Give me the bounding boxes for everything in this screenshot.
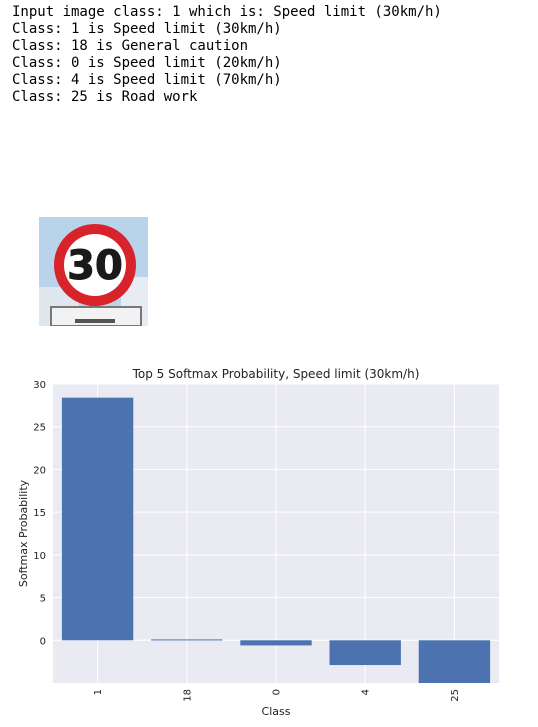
x-tick-label-1: 1 <box>93 689 104 695</box>
bar-class-4 <box>329 640 401 666</box>
console-line-prediction-1: Class: 1 is Speed limit (30km/h) <box>12 21 282 37</box>
console-line-prediction-3: Class: 0 is Speed limit (20km/h) <box>12 55 282 71</box>
console-line-prediction-5: Class: 25 is Road work <box>12 89 198 105</box>
sign-plate-text <box>75 319 115 323</box>
y-tick-label-15: 15 <box>33 508 46 519</box>
y-axis-label: Softmax Probability <box>17 479 30 587</box>
x-tick-label-25: 25 <box>450 689 461 702</box>
x-tick-label-4: 4 <box>361 689 372 695</box>
sign-speed-number: 30 <box>67 243 123 289</box>
console-line-input-class: Input image class: 1 which is: Speed lim… <box>12 4 442 20</box>
x-tick-label-0: 0 <box>272 689 283 695</box>
chart-title: Top 5 Softmax Probability, Speed limit (… <box>132 367 420 381</box>
bar-class-25 <box>418 640 491 683</box>
y-tick-labels: 0 5 10 15 20 25 30 <box>33 380 46 647</box>
bars-group <box>61 397 491 683</box>
input-sign-image: 30 <box>39 217 148 326</box>
y-tick-label-10: 10 <box>33 551 46 562</box>
x-tick-labels: 1 18 0 4 25 <box>93 689 461 702</box>
bar-class-18 <box>151 639 223 641</box>
x-tick-label-18: 18 <box>182 689 193 702</box>
y-tick-label-0: 0 <box>40 636 46 647</box>
bar-class-0 <box>240 640 312 646</box>
console-line-prediction-2: Class: 18 is General caution <box>12 38 249 54</box>
x-axis-label: Class <box>262 705 291 718</box>
console-line-prediction-4: Class: 4 is Speed limit (70km/h) <box>12 72 282 88</box>
y-tick-label-20: 20 <box>33 465 46 476</box>
softmax-bar-chart: Top 5 Softmax Probability, Speed limit (… <box>17 367 499 718</box>
console-output: Input image class: 1 which is: Speed lim… <box>12 4 442 106</box>
bar-class-1 <box>61 397 134 641</box>
y-tick-label-25: 25 <box>33 423 46 434</box>
sign-white-disc <box>64 234 126 296</box>
y-tick-label-5: 5 <box>40 594 46 605</box>
y-tick-label-30: 30 <box>33 380 46 391</box>
sign-plate <box>50 306 142 326</box>
